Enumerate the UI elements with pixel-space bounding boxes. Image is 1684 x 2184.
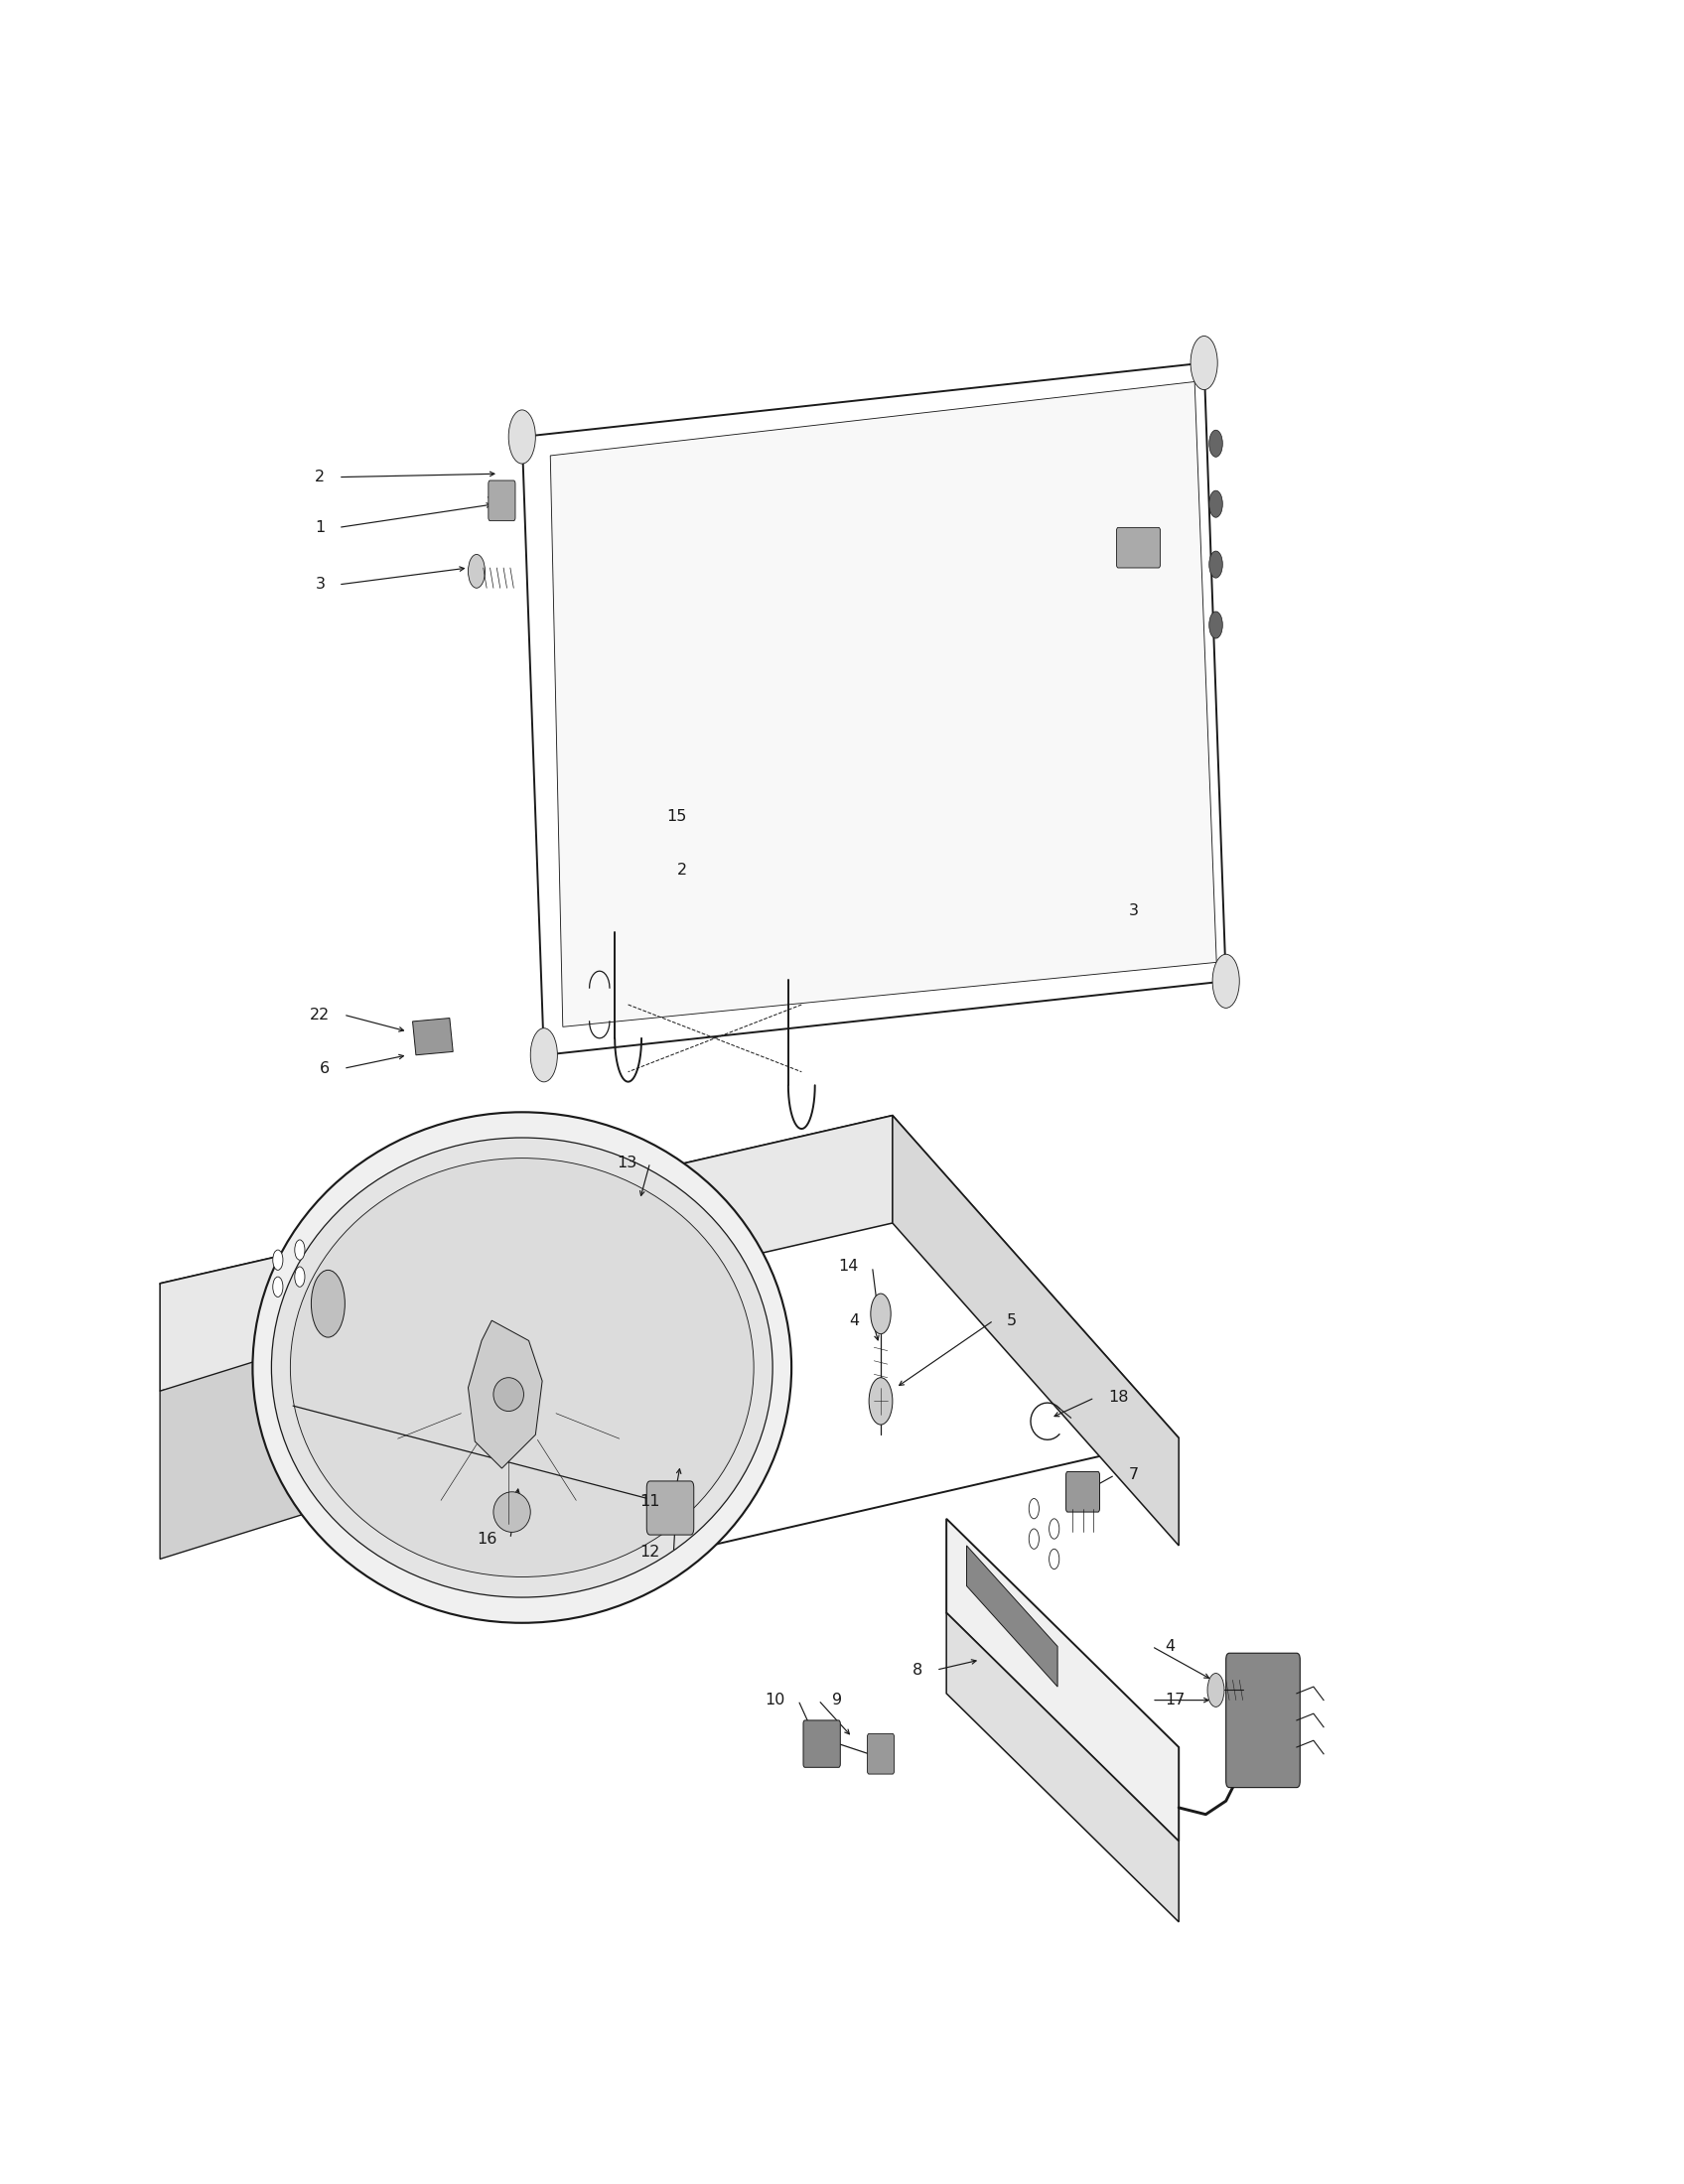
Circle shape <box>1207 1673 1224 1708</box>
Circle shape <box>1209 550 1223 579</box>
Polygon shape <box>946 1612 1179 1922</box>
Circle shape <box>1209 430 1223 456</box>
FancyBboxPatch shape <box>488 480 515 520</box>
Ellipse shape <box>290 1158 754 1577</box>
Text: 2: 2 <box>315 470 325 485</box>
Circle shape <box>1049 1548 1059 1568</box>
Text: 11: 11 <box>640 1494 660 1509</box>
Text: 5: 5 <box>1007 1313 1017 1328</box>
Circle shape <box>869 1378 893 1424</box>
Text: 7: 7 <box>1128 1468 1138 1483</box>
Text: 14: 14 <box>839 1260 859 1273</box>
Circle shape <box>1209 491 1223 518</box>
Text: 3: 3 <box>1128 904 1138 917</box>
Circle shape <box>295 1241 305 1260</box>
Circle shape <box>468 555 485 587</box>
Circle shape <box>273 1278 283 1297</box>
Polygon shape <box>551 382 1216 1026</box>
Circle shape <box>1212 954 1239 1009</box>
FancyBboxPatch shape <box>867 1734 894 1773</box>
Text: 16: 16 <box>477 1531 497 1546</box>
Ellipse shape <box>253 1112 791 1623</box>
Text: 10: 10 <box>765 1693 785 1708</box>
Polygon shape <box>946 1518 1179 1841</box>
Polygon shape <box>893 1116 1179 1546</box>
Circle shape <box>1029 1529 1039 1548</box>
Polygon shape <box>522 363 1226 1055</box>
Text: 18: 18 <box>1108 1391 1128 1404</box>
FancyBboxPatch shape <box>803 1721 840 1767</box>
Text: 2: 2 <box>677 863 687 878</box>
Text: 4: 4 <box>849 1313 859 1328</box>
Polygon shape <box>160 1116 1179 1605</box>
Circle shape <box>509 411 536 463</box>
Text: 6: 6 <box>320 1061 330 1077</box>
Circle shape <box>1049 1518 1059 1540</box>
Text: 8: 8 <box>913 1662 923 1677</box>
Text: 15: 15 <box>667 808 687 823</box>
Ellipse shape <box>493 1378 524 1411</box>
FancyBboxPatch shape <box>1116 529 1160 568</box>
Ellipse shape <box>493 1492 530 1533</box>
Ellipse shape <box>271 1138 773 1597</box>
Circle shape <box>1209 612 1223 638</box>
Polygon shape <box>160 1330 354 1559</box>
Circle shape <box>295 1267 305 1286</box>
Circle shape <box>1029 1498 1039 1518</box>
Text: 3: 3 <box>315 577 325 592</box>
Polygon shape <box>468 1321 542 1468</box>
Circle shape <box>312 1271 345 1337</box>
Text: 17: 17 <box>1165 1693 1186 1708</box>
Circle shape <box>871 1293 891 1334</box>
Text: 22: 22 <box>310 1007 330 1022</box>
Text: 13: 13 <box>616 1155 637 1171</box>
Polygon shape <box>413 1018 453 1055</box>
Circle shape <box>273 1249 283 1271</box>
Text: 9: 9 <box>832 1693 842 1708</box>
Circle shape <box>530 1029 557 1081</box>
Text: 1: 1 <box>315 520 325 535</box>
FancyBboxPatch shape <box>647 1481 694 1535</box>
Polygon shape <box>967 1546 1058 1686</box>
FancyBboxPatch shape <box>1066 1472 1100 1511</box>
FancyBboxPatch shape <box>1226 1653 1300 1787</box>
Text: 4: 4 <box>1165 1638 1175 1653</box>
Circle shape <box>1191 336 1218 389</box>
Text: 12: 12 <box>640 1544 660 1559</box>
Polygon shape <box>160 1116 893 1391</box>
